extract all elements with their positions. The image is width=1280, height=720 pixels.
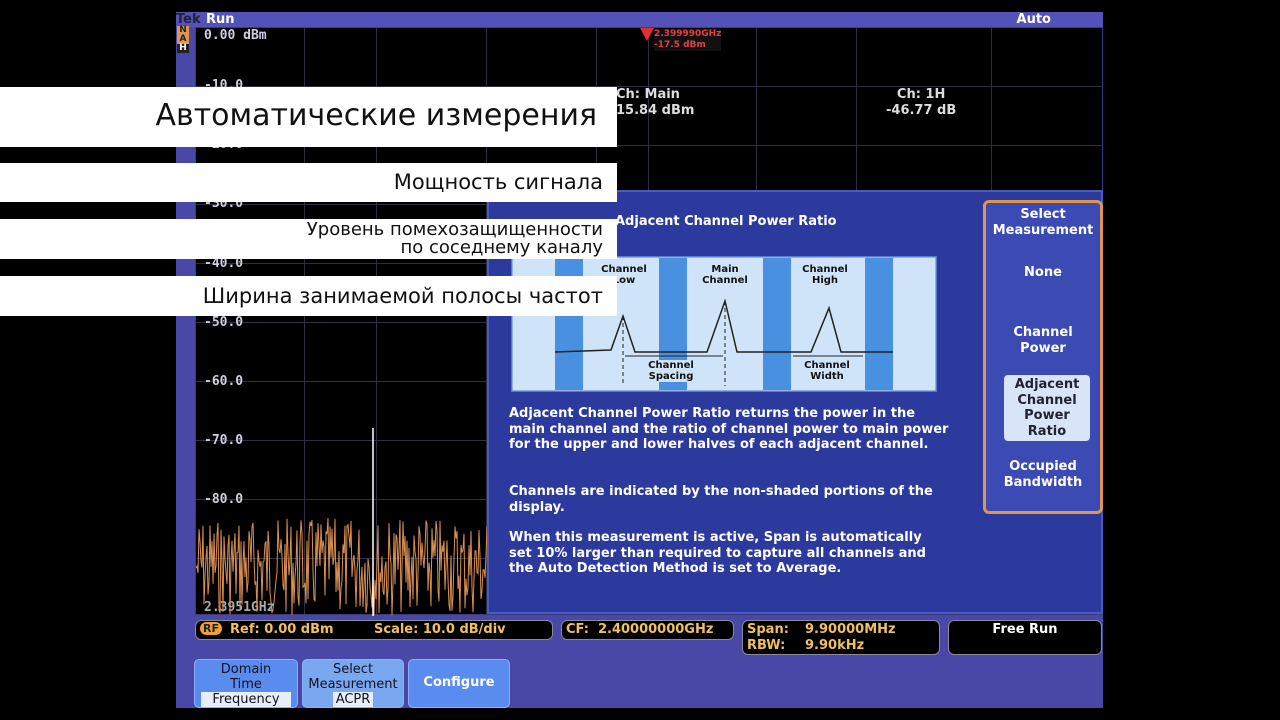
- readout-main: Ch: Main 15.84 dBm: [616, 87, 695, 118]
- run-state: Run: [206, 12, 235, 27]
- y-tick: -80.0: [204, 492, 244, 507]
- menu-title: Select Measurement: [992, 207, 1094, 238]
- marker-readout: 2.399990GHz -17.5 dBm: [654, 29, 722, 51]
- readout-1h: Ch: 1H -46.77 dB: [886, 87, 957, 118]
- trigger-readout[interactable]: Free Run: [948, 620, 1102, 655]
- marker-r-icon[interactable]: [640, 28, 656, 42]
- brand-logo: Tek: [176, 12, 201, 27]
- menu-item-channel-power[interactable]: Channel Power: [1013, 325, 1073, 356]
- trace-n: N: [177, 26, 189, 35]
- trace-indicators: N A H: [177, 26, 189, 53]
- ref-scale-readout: RF Ref: 0.00 dBm Scale: 10.0 dB/div: [195, 620, 553, 640]
- noise-trace: [196, 428, 488, 616]
- menu-item-acpr[interactable]: Adjacent Channel Power Ratio: [1004, 375, 1090, 441]
- y-tick: -60.0: [204, 374, 244, 389]
- help-title: Adjacent Channel Power Ratio: [615, 214, 837, 229]
- menu-item-none[interactable]: None: [1024, 265, 1062, 280]
- overlay-item: Ширина занимаемой полосы частот: [0, 276, 617, 316]
- help-paragraph: Channels are indicated by the non-shaded…: [509, 484, 933, 515]
- trace-a: A: [177, 35, 189, 44]
- trace-h: H: [177, 44, 189, 53]
- ref-level-label: 0.00 dBm: [204, 28, 267, 43]
- top-status-bar: Tek Run Auto: [176, 12, 1103, 27]
- auto-mode: Auto: [1016, 12, 1051, 27]
- label-channel-low: Channel Low: [601, 264, 647, 286]
- label-channel-width: Channel Width: [799, 360, 855, 382]
- select-measurement-menu: Select Measurement None Channel Power Ad…: [983, 200, 1103, 514]
- configure-button[interactable]: Configure: [408, 659, 510, 708]
- y-tick: -70.0: [204, 433, 244, 448]
- label-channel-spacing: Channel Spacing: [639, 360, 703, 382]
- center-freq-readout[interactable]: CF: 2.40000000GHz: [561, 620, 734, 640]
- ref-level: Ref: 0.00 dBm: [230, 622, 334, 637]
- domain-button[interactable]: Domain Time Frequency: [194, 659, 298, 708]
- help-paragraph: When this measurement is active, Span is…: [509, 530, 926, 576]
- select-measurement-button[interactable]: Select Measurement ACPR: [302, 659, 404, 708]
- help-paragraph: Adjacent Channel Power Ratio returns the…: [509, 406, 949, 452]
- rf-badge: RF: [200, 622, 222, 635]
- y-tick: -50.0: [204, 315, 244, 330]
- overlay-title: Автоматические измерения: [0, 87, 617, 147]
- menu-item-occupied-bandwidth[interactable]: Occupied Bandwidth: [1003, 459, 1083, 490]
- label-main-channel: Main Channel: [702, 264, 748, 286]
- scale: Scale: 10.0 dB/div: [374, 622, 506, 637]
- y-tick: -40.0: [204, 256, 244, 271]
- label-channel-high: Channel High: [802, 264, 848, 286]
- overlay-item: Уровень помехозащищенности по соседнему к…: [0, 219, 617, 259]
- span-rbw-readout[interactable]: Span: 9.90000MHz RBW: 9.90kHz: [742, 620, 940, 655]
- overlay-item: Мощность сигнала: [0, 163, 617, 202]
